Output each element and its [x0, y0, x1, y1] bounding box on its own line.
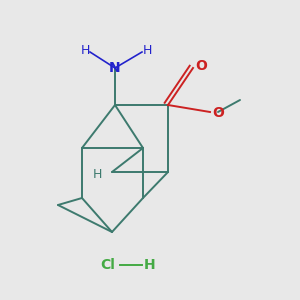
- Text: O: O: [212, 106, 224, 120]
- Text: H: H: [92, 167, 102, 181]
- Text: H: H: [80, 44, 90, 56]
- Text: N: N: [109, 61, 121, 75]
- Text: H: H: [142, 44, 152, 56]
- Text: H: H: [144, 258, 156, 272]
- Text: O: O: [195, 59, 207, 73]
- Text: Cl: Cl: [100, 258, 116, 272]
